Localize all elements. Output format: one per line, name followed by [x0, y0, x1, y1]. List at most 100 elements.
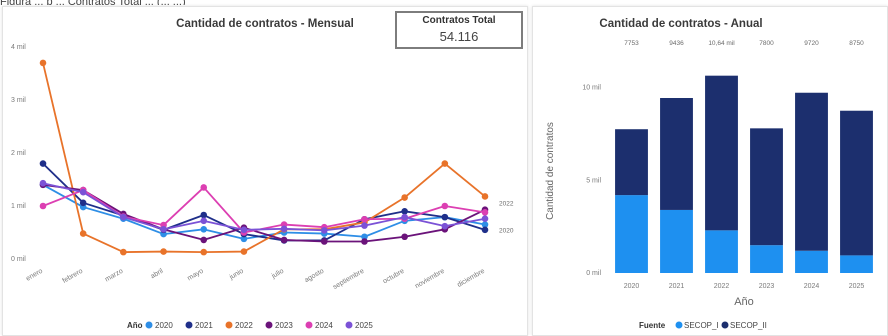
data-point-2023 — [320, 238, 328, 245]
legend-label: SECOP_II — [730, 321, 767, 330]
y-tick-label: 10 mil — [582, 85, 601, 92]
legend-marker-2024 — [305, 321, 313, 329]
data-point-2020 — [240, 235, 248, 243]
data-point-2025 — [280, 225, 288, 233]
x-tick-label: marzo — [104, 268, 124, 284]
data-point-2025 — [361, 222, 368, 229]
data-point-2022 — [160, 248, 167, 255]
monthly-chart-panel: Cantidad de contratos - Mensual 4 mil 3 mi… — [2, 6, 528, 336]
legend-marker-2023 — [265, 321, 273, 329]
x-tick-label: 2023 — [759, 283, 775, 290]
bar-total-label: 8750 — [849, 40, 864, 47]
legend-label: 2024 — [315, 321, 333, 330]
y-tick-label: 3 mil — [11, 97, 26, 104]
x-tick-label: octubre — [382, 268, 406, 286]
series-line-2025 — [42, 182, 486, 232]
data-point-2025 — [120, 213, 127, 221]
series-line-2023 — [42, 183, 486, 243]
kpi-title: Contratos Total — [422, 15, 496, 26]
data-point-2024 — [361, 215, 368, 223]
x-tick-label: 2024 — [804, 283, 820, 290]
data-point-2025 — [401, 213, 408, 221]
x-tick-label: 2020 — [624, 283, 640, 290]
bar-SECOP_II — [705, 75, 738, 231]
data-point-2025 — [441, 222, 449, 230]
y-tick-label: 2 mil — [11, 150, 26, 157]
kpi-card: Contratos Total 54.116 — [395, 11, 523, 49]
data-point-2022 — [401, 194, 408, 201]
x-axis-label: Año — [734, 296, 754, 308]
x-tick-label: mayo — [186, 268, 204, 283]
end-label: 2020 — [499, 228, 514, 235]
end-label: 2022 — [499, 200, 514, 207]
x-tick-label: junio — [228, 268, 245, 282]
x-tick-label: 2025 — [849, 283, 865, 290]
bar-total-label: 7753 — [624, 40, 639, 47]
x-tick-label: febrero — [61, 268, 84, 285]
bar-SECOP_II — [750, 128, 783, 246]
bar-SECOP_II — [615, 129, 648, 196]
legend-label: 2020 — [155, 321, 173, 330]
data-point-2023 — [401, 233, 408, 241]
x-tick-label: noviembre — [414, 268, 446, 290]
series-line-2024 — [42, 186, 486, 234]
legend-label: 2021 — [195, 321, 213, 330]
data-point-2025 — [200, 217, 208, 225]
x-tick-label: agosto — [304, 268, 326, 285]
data-point-2023 — [280, 236, 288, 244]
data-point-2022 — [441, 160, 449, 167]
bar-total-label: 9436 — [669, 40, 684, 47]
data-point-2022 — [120, 248, 127, 256]
data-point-2021 — [79, 199, 87, 207]
legend-marker-2021 — [185, 321, 193, 329]
bar-total-label: 7800 — [759, 40, 774, 47]
x-tick-label: septiembre — [332, 268, 366, 291]
data-point-2020 — [361, 233, 368, 241]
legend-title: Fuente — [639, 321, 666, 330]
legend-marker-2022 — [225, 321, 233, 329]
bar-SECOP_I — [705, 230, 738, 273]
data-point-2021 — [401, 208, 408, 215]
x-tick-label: 2022 — [714, 283, 730, 290]
y-tick-label: 5 mil — [586, 177, 601, 184]
data-point-2020 — [481, 221, 489, 228]
x-tick-label: enero — [25, 268, 44, 283]
legend-title: Año — [127, 321, 143, 330]
legend-label: 2023 — [275, 321, 293, 330]
bar-SECOP_II — [660, 98, 693, 210]
y-tick-label: 0 mil — [11, 256, 26, 263]
annual-chart-panel: Cantidad de contratos - Anual 10 mil 5 mil… — [532, 6, 888, 336]
chart-title: Cantidad de contratos - Anual — [599, 18, 762, 30]
data-point-2021 — [200, 211, 208, 219]
bar-SECOP_I — [750, 245, 783, 273]
x-tick-label: 2021 — [669, 283, 685, 290]
data-point-2025 — [79, 188, 87, 196]
bar-SECOP_I — [840, 255, 873, 273]
legend-marker-SECOP_I — [675, 321, 683, 329]
y-tick-label: 1 mil — [11, 203, 26, 210]
data-point-2021 — [441, 213, 449, 221]
data-point-2025 — [320, 227, 328, 234]
data-point-2025 — [481, 215, 489, 223]
data-point-2021 — [39, 160, 47, 167]
data-point-2022 — [481, 193, 489, 200]
chart-title: Cantidad de contratos - Mensual — [176, 18, 354, 30]
bar-SECOP_II — [795, 92, 828, 251]
data-point-2022 — [240, 248, 248, 255]
y-tick-label: 4 mil — [11, 44, 26, 51]
top-caption-strip: Figura ... p ... Contratos Total ... (..… — [0, 0, 888, 5]
x-tick-label: diciembre — [456, 268, 486, 289]
data-point-2024 — [441, 202, 449, 210]
legend-label: 2022 — [235, 321, 253, 330]
y-tick-label: 0 mil — [586, 270, 601, 277]
legend-marker-SECOP_II — [721, 321, 729, 329]
legend-label: SECOP_I — [684, 321, 719, 330]
data-point-2022 — [79, 230, 87, 237]
data-point-2023 — [200, 236, 208, 244]
data-point-2025 — [160, 226, 167, 233]
data-point-2024 — [200, 184, 208, 191]
x-tick-label: julio — [270, 268, 285, 281]
bar-SECOP_I — [660, 209, 693, 273]
data-point-2024 — [39, 202, 47, 210]
data-point-2020 — [200, 226, 208, 233]
